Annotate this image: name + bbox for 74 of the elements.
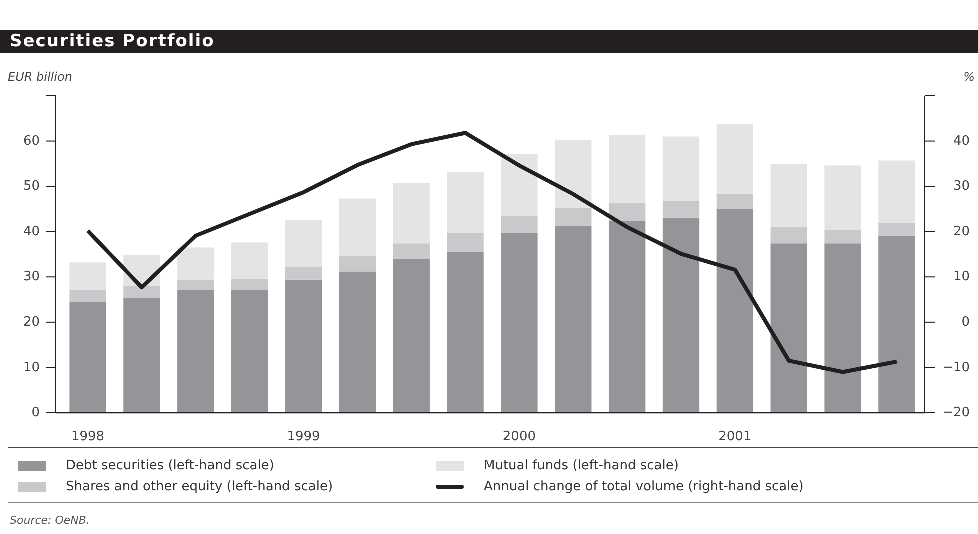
bar (770, 244, 808, 413)
bar (501, 232, 538, 413)
bar (770, 164, 808, 227)
bar (70, 290, 106, 303)
legend-label: Annual change of total volume (right-hand scale) (484, 480, 804, 495)
bar (178, 290, 214, 413)
bar (393, 244, 430, 260)
bar (501, 216, 538, 233)
legend-label: Debt securities (left-hand scale) (66, 458, 274, 474)
bar (231, 278, 268, 290)
x-tick-label: 1999 (287, 430, 320, 445)
y2-tick-label: −20 (942, 406, 970, 421)
bar (878, 236, 916, 413)
y2-tick-label: −10 (942, 360, 970, 376)
bar (608, 220, 646, 413)
bar (70, 302, 106, 413)
bar (555, 226, 592, 413)
y2-tick-label: 30 (953, 179, 970, 194)
bar (231, 242, 268, 279)
legend-label: Mutual funds (left-hand scale) (484, 458, 679, 474)
y2-tick-label: 0 (962, 314, 970, 330)
bar (555, 208, 592, 226)
bar (608, 134, 646, 203)
bar (878, 160, 916, 223)
bar (501, 154, 538, 216)
bar (770, 226, 808, 244)
bar (716, 194, 754, 209)
source-note: Source: OeNB. (10, 514, 90, 528)
bar (285, 280, 322, 413)
bar (70, 262, 106, 290)
bar (447, 252, 484, 413)
bar (124, 286, 160, 298)
y-axis-title: EUR billion (8, 70, 72, 84)
bar (231, 290, 268, 413)
bar (285, 266, 322, 280)
bar (124, 298, 160, 413)
bar (824, 166, 862, 230)
y-tick-label: 40 (23, 224, 40, 240)
y-tick-label: 60 (23, 134, 40, 149)
bar (716, 208, 754, 413)
y-tick-label: 50 (23, 179, 40, 194)
bar (393, 182, 430, 244)
x-tick-label: 2001 (718, 430, 752, 445)
bar (716, 124, 754, 194)
y2-tick-label: 10 (953, 270, 970, 285)
legend-label: Shares and other equity (left-hand scale) (66, 480, 334, 495)
bar (339, 272, 376, 413)
bar (824, 244, 862, 413)
y-tick-label: 10 (23, 360, 40, 376)
bar (662, 218, 700, 413)
bar (608, 202, 646, 221)
bar (285, 220, 322, 267)
bar (393, 259, 430, 413)
bar (178, 280, 214, 290)
bar (555, 140, 592, 208)
y-tick-label: 20 (23, 314, 40, 330)
chart-title: Securities Portfolio (10, 32, 215, 52)
line-series (86, 131, 899, 374)
bar (178, 248, 214, 280)
y-tick-label: 30 (23, 270, 40, 285)
bar (339, 198, 376, 256)
x-tick-label: 1998 (71, 430, 105, 445)
y2-tick-label: 20 (953, 224, 970, 240)
bar (662, 201, 700, 218)
bar (824, 230, 862, 244)
bar (339, 256, 376, 272)
y2-axis-title: % (964, 70, 975, 84)
y-tick-label: 0 (32, 406, 40, 421)
bar (447, 232, 484, 252)
bar (447, 172, 484, 233)
x-tick-label: 2000 (502, 430, 536, 445)
y2-tick-label: 40 (953, 134, 970, 149)
bar (878, 222, 916, 236)
bar (662, 136, 700, 202)
